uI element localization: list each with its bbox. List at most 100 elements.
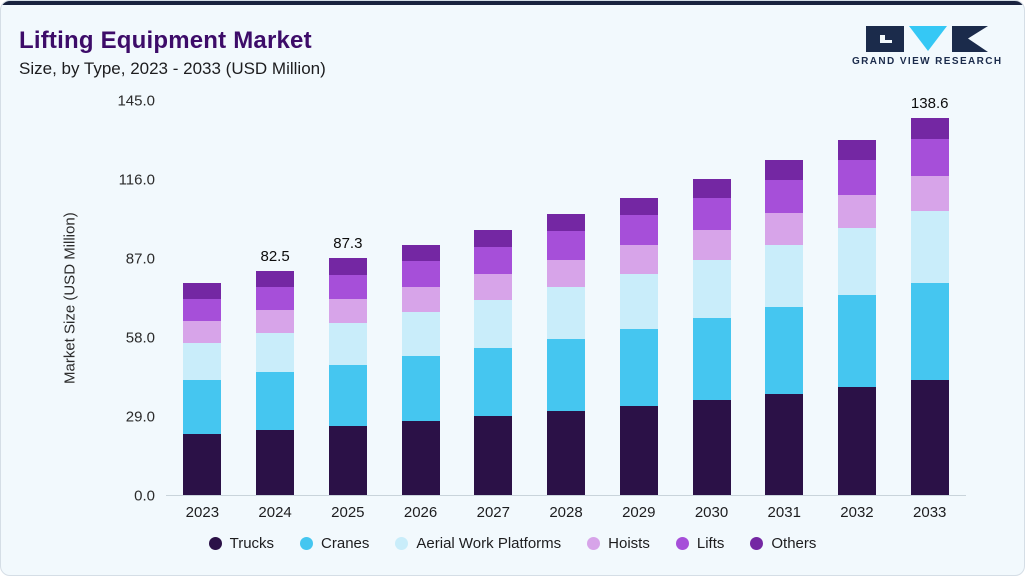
bar-segment-cranes [765,307,804,394]
bar-stack [256,101,295,495]
bar-column-2023 [166,101,239,495]
bar-segment-trucks [619,405,658,495]
y-axis-title: Market Size (USD Million) [61,212,79,385]
bar-segment-cranes [837,295,876,387]
bar-segment-others [401,244,440,262]
legend-dot [395,537,409,550]
bar-segment-trucks [910,379,949,495]
bar-column-2026 [384,101,457,495]
bar-total-label: 138.6 [910,95,949,113]
bar-segment-lifts [692,198,731,230]
bar-segment-aerial-work-platforms [183,342,222,380]
bar-segment-trucks [328,425,367,495]
x-axis-label: 2031 [767,504,801,521]
bar-stack [619,101,658,495]
x-axis-label: 2030 [694,504,729,521]
bar-column-2029 [602,101,675,495]
bar-segment-cranes [910,282,949,380]
legend-item-aerial-work-platforms: Aerial Work Platforms [395,535,561,552]
page-title: Lifting Equipment Market [19,27,312,54]
bar-segment-lifts [328,274,367,300]
bar-column-2033: 138.6 [893,95,966,495]
legend-label: Trucks [229,535,275,552]
bar-segment-lifts [619,215,658,246]
bar-segment-lifts [765,179,804,213]
x-axis-label: 2033 [913,504,947,521]
bar-segment-others [547,214,586,232]
legend-dot [587,537,601,550]
bar-segment-aerial-work-platforms [401,311,440,357]
bar-segment-lifts [256,287,295,311]
bar-segment-aerial-work-platforms [256,333,295,373]
bar-segment-aerial-work-platforms [328,323,367,365]
bar-segment-hoists [837,194,876,229]
x-axis-labels: 2023 2024 2025 2026 2027 2028 2029 2030 2031 2032… [166,504,966,521]
bar-segment-cranes [547,338,586,412]
bar-segment-trucks [474,416,513,495]
x-axis-label: 2029 [622,504,656,521]
bar-stack [547,101,586,495]
bar-segment-hoists [910,176,949,212]
bar-column-2030 [675,101,748,495]
x-axis-label: 2025 [331,504,365,521]
bar-segment-trucks [401,421,440,495]
bar-segment-lifts [837,160,876,195]
bar-segment-others [837,139,876,160]
bar-segment-hoists [547,259,586,288]
legend-label: Cranes [321,535,370,552]
bar-segment-hoists [474,273,513,300]
bar-segment-cranes [692,318,731,400]
bar-segment-aerial-work-platforms [619,274,658,329]
bar-segment-aerial-work-platforms [765,244,804,308]
legend-dot [208,537,222,550]
legend-dot [750,537,764,550]
bar-segment-hoists [401,286,440,312]
bar-stack [837,101,876,495]
bar-segment-cranes [183,379,222,434]
y-tick-label: 58.0 [125,329,155,347]
bar-segment-lifts [474,246,513,274]
bar-segment-others [256,270,295,288]
x-axis-label: 2028 [549,504,583,521]
bar-segment-others [183,283,222,300]
bar-stack [328,101,367,495]
bar-segment-aerial-work-platforms [910,211,949,283]
bar-segment-trucks [547,411,586,495]
bar-segment-hoists [765,212,804,245]
x-axis-label: 2026 [403,504,438,521]
legend-item-cranes: Cranes [300,535,369,552]
bar-stack [183,101,222,495]
bar-total-label: 87.3 [333,234,363,252]
bar-segment-trucks [256,429,295,495]
bar-segment-hoists [256,310,295,334]
bar-column-2024: 82.5 [239,101,312,495]
bar-column-2028 [530,101,603,495]
y-tick-label: 0.0 [134,487,155,505]
brand-logo-icon [866,26,988,52]
legend-item-trucks: Trucks [208,535,275,552]
bar-column-2032 [821,101,894,495]
x-axis-label: 2027 [476,504,510,521]
bar-segment-aerial-work-platforms [547,287,586,339]
legend-label: Lifts [696,535,725,552]
bar-segment-others [474,229,513,247]
bar-segment-others [765,160,804,180]
top-border [1,1,1024,5]
y-tick-label: 87.0 [125,250,155,268]
bar-segment-others [692,179,731,199]
bar-segment-lifts [547,231,586,260]
bar-segment-trucks [765,393,804,495]
bar-segment-hoists [692,229,731,260]
legend: Trucks Cranes Aerial Work Platforms Hoists L… [1,535,1024,552]
legend-label: Hoists [608,535,650,552]
bar-total-label: 82.5 [260,247,290,265]
bar-segment-hoists [328,299,367,324]
plot-area: 82.5 87.3 138.6 [166,95,966,496]
bar-segment-hoists [183,321,222,343]
bar-segment-cranes [256,372,295,430]
y-tick-label: 145.0 [117,92,155,110]
y-tick-label: 116.0 [118,171,155,189]
x-axis-label: 2023 [185,504,220,521]
x-axis-label: 2032 [840,504,874,521]
